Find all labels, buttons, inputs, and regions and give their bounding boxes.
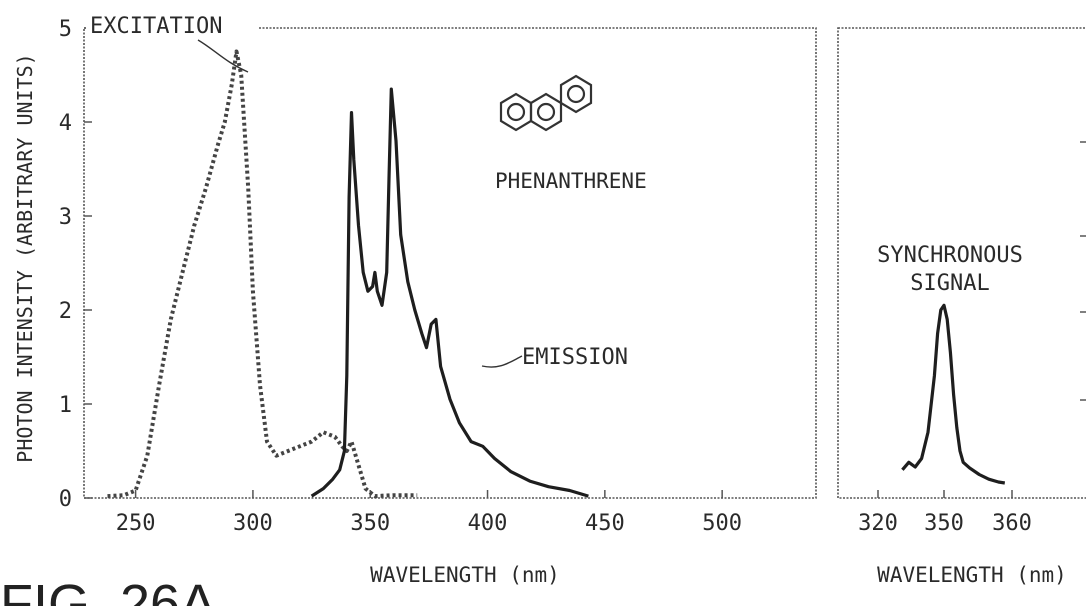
main-x-ticks: 250 300 350 400 450 500 — [116, 490, 742, 536]
synchronous-x-tick-label: 320 — [858, 511, 898, 536]
figure-label: FIG. 26A — [0, 574, 216, 606]
main-chart-frame — [83, 27, 817, 499]
synchronous-x-tick-label: 360 — [992, 511, 1032, 536]
excitation-leader-line — [197, 39, 249, 73]
main-chart: 0 1 2 3 4 5 250 300 350 400 450 500 PHOTON INTENSI… — [13, 10, 817, 587]
synchronous-x-tick-label: 350 — [924, 511, 964, 536]
phenanthrene-structure-icon — [499, 74, 593, 132]
main-y-tick-label: 2 — [59, 299, 72, 324]
synchronous-chart-frame — [837, 27, 1086, 499]
synchronous-chart: 320 350 360 SYNCHRONOUS SIGNAL WAVELENGTH … — [837, 27, 1086, 587]
synchronous-x-axis-label: WAVELENGTH (nm) — [877, 563, 1067, 587]
synchronous-right-axis-ticks — [1080, 141, 1086, 401]
excitation-label-background — [86, 10, 258, 40]
main-y-tick-label: 5 — [59, 17, 72, 42]
main-y-tick-label: 3 — [59, 205, 72, 230]
main-x-tick-label: 350 — [350, 511, 390, 536]
synchronous-series-line — [901, 303, 1006, 485]
main-y-tick-label: 0 — [59, 487, 72, 512]
excitation-label: EXCITATION — [90, 14, 222, 39]
main-x-axis-label: WAVELENGTH (nm) — [370, 563, 560, 587]
main-y-axis-label: PHOTON INTENSITY (ARBITRARY UNITS) — [13, 53, 37, 462]
synchronous-label-line2: SIGNAL — [910, 271, 989, 296]
synchronous-x-ticks: 320 350 360 — [858, 490, 1032, 536]
synchronous-label-line1: SYNCHRONOUS — [877, 243, 1023, 268]
main-y-tick-label: 4 — [59, 111, 72, 136]
main-x-tick-label: 500 — [702, 511, 742, 536]
main-y-ticks: 0 1 2 3 4 5 — [59, 17, 92, 512]
main-x-tick-label: 450 — [585, 511, 625, 536]
emission-leader-line — [481, 355, 523, 368]
main-x-tick-label: 300 — [233, 511, 273, 536]
phenanthrene-label: PHENANTHRENE — [495, 169, 647, 193]
main-x-tick-label: 250 — [116, 511, 156, 536]
emission-label: EMISSION — [522, 345, 628, 370]
excitation-series-line — [107, 49, 418, 499]
main-x-tick-label: 400 — [468, 511, 508, 536]
emission-series-line — [310, 87, 589, 498]
main-y-tick-label: 1 — [59, 393, 72, 418]
